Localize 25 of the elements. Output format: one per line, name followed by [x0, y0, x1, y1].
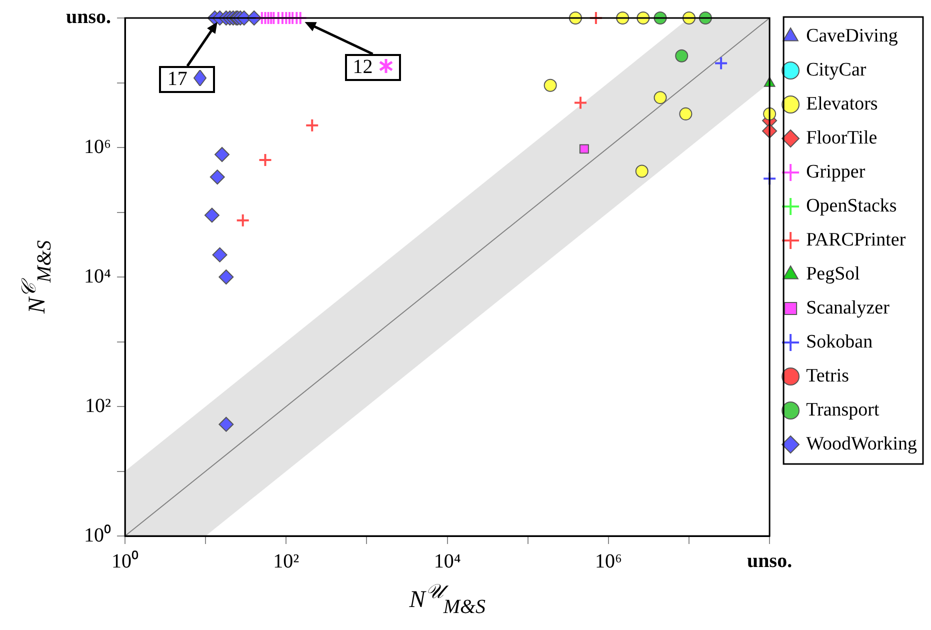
- legend-label: Transport: [806, 399, 880, 420]
- y-tick-label: 10⁴: [84, 265, 112, 288]
- x-tick-label: 10⁰: [112, 549, 139, 572]
- y-tick-label: 10⁰: [84, 523, 112, 546]
- legend-label: Tetris: [806, 365, 850, 386]
- legend-label: CaveDiving: [806, 25, 898, 46]
- legend-label: PegSol: [806, 263, 860, 284]
- legend-label: Gripper: [806, 161, 866, 182]
- y-tick-label: unso.: [66, 6, 112, 28]
- legend-label: FloorTile: [806, 127, 878, 148]
- legend-label: WoodWorking: [806, 433, 918, 454]
- x-tick-label: 10²: [273, 550, 300, 572]
- x-tick-label: unso.: [747, 550, 792, 572]
- annotation: 12: [344, 54, 401, 81]
- y-tick-label: 10²: [85, 394, 112, 417]
- x-tick-label: 10⁶: [594, 550, 622, 572]
- legend-label: PARCPrinter: [806, 229, 906, 250]
- legend-label: Scanalyzer: [806, 297, 890, 318]
- legend-label: Sokoban: [806, 331, 874, 352]
- legend-label: Elevators: [806, 93, 878, 114]
- legend-label: CityCar: [806, 59, 867, 80]
- y-tick-label: 10⁶: [84, 136, 112, 158]
- annotation: 17: [159, 66, 216, 93]
- x-tick-label: 10⁴: [434, 550, 461, 572]
- legend-label: OpenStacks: [806, 195, 897, 216]
